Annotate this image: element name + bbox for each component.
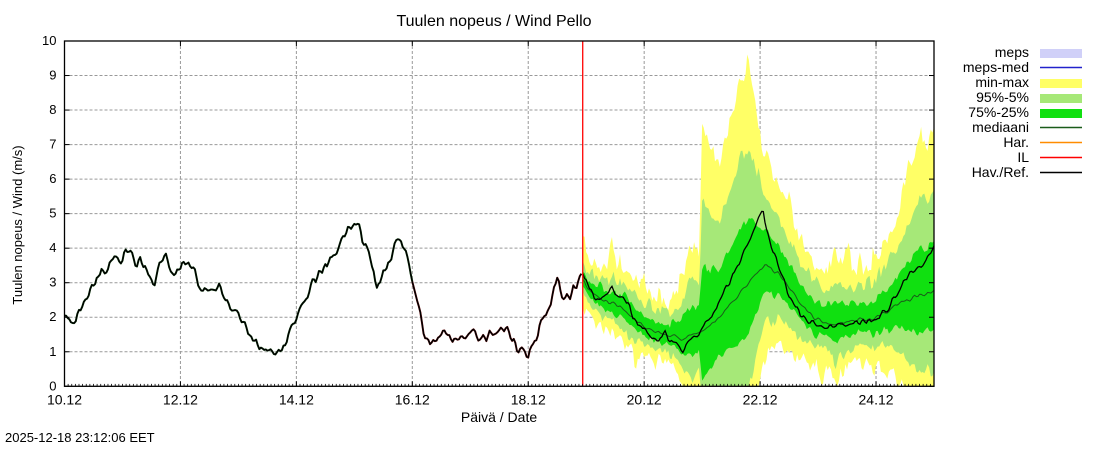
- svg-text:meps: meps: [995, 44, 1029, 60]
- svg-text:3: 3: [49, 275, 56, 290]
- svg-text:18.12: 18.12: [511, 391, 546, 407]
- svg-text:24.12: 24.12: [859, 391, 894, 407]
- svg-text:Hav./Ref.: Hav./Ref.: [972, 164, 1029, 180]
- svg-text:8: 8: [49, 102, 56, 117]
- svg-text:2: 2: [49, 309, 56, 324]
- svg-text:meps-med: meps-med: [963, 59, 1029, 75]
- svg-text:95%-5%: 95%-5%: [976, 89, 1029, 105]
- svg-text:1: 1: [49, 344, 56, 359]
- svg-text:IL: IL: [1017, 149, 1029, 165]
- svg-text:9: 9: [49, 68, 56, 83]
- svg-text:75%-25%: 75%-25%: [968, 104, 1029, 120]
- svg-text:Tuulen nopeus / Wind (m/s): Tuulen nopeus / Wind (m/s): [10, 145, 25, 304]
- svg-text:mediaani: mediaani: [972, 119, 1029, 135]
- svg-text:20.12: 20.12: [627, 391, 662, 407]
- svg-text:4: 4: [49, 240, 56, 255]
- svg-text:14.12: 14.12: [279, 391, 314, 407]
- svg-text:Päivä / Date: Päivä / Date: [461, 409, 537, 425]
- svg-text:min-max: min-max: [975, 74, 1029, 90]
- svg-text:Har.: Har.: [1003, 134, 1029, 150]
- svg-text:22.12: 22.12: [743, 391, 778, 407]
- svg-text:6: 6: [49, 171, 56, 186]
- svg-text:10.12: 10.12: [47, 391, 82, 407]
- svg-text:10: 10: [42, 33, 56, 48]
- svg-text:12.12: 12.12: [163, 391, 198, 407]
- svg-text:Tuulen nopeus / Wind Pello: Tuulen nopeus / Wind Pello: [396, 13, 591, 30]
- svg-text:0: 0: [49, 378, 56, 393]
- svg-text:7: 7: [49, 137, 56, 152]
- svg-text:16.12: 16.12: [395, 391, 430, 407]
- svg-text:2025-12-18 23:12:06 EET: 2025-12-18 23:12:06 EET: [5, 430, 155, 445]
- svg-text:5: 5: [49, 206, 56, 221]
